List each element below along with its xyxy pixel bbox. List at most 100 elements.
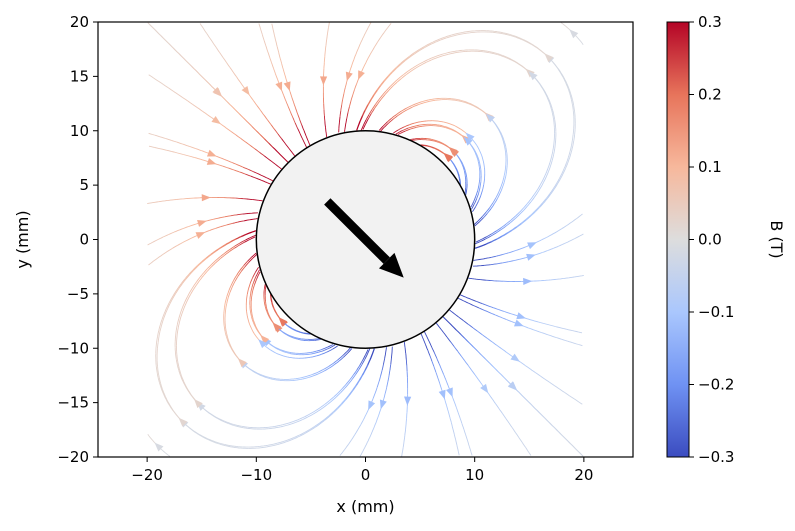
streamline-segment	[439, 36, 446, 40]
streamline-segment	[467, 323, 474, 329]
streamline-segment	[220, 252, 226, 257]
streamline-segment	[502, 140, 506, 147]
streamline-segment	[400, 60, 406, 65]
streamline-segment	[253, 445, 260, 448]
streamline-segment	[494, 53, 501, 57]
streamline-segment	[254, 278, 258, 285]
streamline-segment	[460, 160, 465, 167]
colorbar-scale	[666, 21, 690, 458]
streamline-segment	[465, 188, 468, 195]
streamline-segment	[313, 372, 320, 377]
streamline-segment	[226, 297, 229, 304]
x-tick-label: −20	[131, 466, 163, 484]
streamline-segment	[387, 71, 393, 77]
streamline-segment	[206, 254, 212, 259]
streamline-segment	[157, 366, 159, 373]
streamline-segment	[409, 53, 415, 58]
streamline-segment	[250, 175, 257, 179]
streamline-segment	[540, 237, 547, 241]
streamline-segment	[476, 156, 479, 162]
streamline-segment	[229, 286, 233, 293]
streamline-segment	[271, 425, 277, 428]
streamline-segment	[251, 328, 255, 334]
streamline-segment	[288, 438, 295, 442]
streamline-segment	[435, 322, 441, 329]
streamline-segment	[297, 127, 301, 134]
streamline-segment	[165, 302, 170, 309]
streamline-segment	[563, 240, 570, 245]
streamline-segment	[259, 152, 265, 157]
streamline-segment	[178, 312, 181, 319]
streamline-segment	[482, 161, 485, 168]
streamline-segment	[560, 22, 563, 25]
streamline-segment	[461, 164, 465, 171]
streamline-segment	[501, 182, 505, 189]
streamline-segment	[268, 159, 274, 164]
streamline-segment	[421, 125, 428, 127]
streamline-segment	[227, 423, 234, 426]
streamline-segment	[229, 245, 236, 250]
streamline-segment	[220, 244, 227, 249]
streamline-segment	[350, 95, 354, 102]
streamline-segment	[265, 45, 269, 52]
streamline-arrow	[206, 157, 217, 165]
streamline-segment	[187, 145, 194, 149]
streamline-segment	[175, 288, 180, 294]
streamline-segment	[509, 312, 516, 316]
streamline-segment	[234, 242, 241, 247]
streamline-segment	[176, 51, 182, 57]
streamline-segment	[528, 451, 532, 456]
streamline-segment	[207, 438, 214, 442]
streamline-segment	[293, 418, 300, 422]
streamline-segment	[248, 212, 255, 214]
streamline-segment	[492, 30, 498, 33]
streamline-segment	[443, 332, 448, 338]
streamline-segment	[540, 178, 544, 185]
x-tick-label: 0	[361, 466, 371, 484]
streamline-segment	[290, 379, 297, 382]
streamline-segment	[522, 206, 528, 212]
streamline-segment	[262, 375, 268, 379]
streamline-segment	[348, 100, 352, 107]
streamline-segment	[505, 351, 512, 356]
streamline-segment	[393, 78, 399, 83]
streamline-segment	[506, 318, 512, 323]
streamline-segment	[526, 400, 532, 405]
streamline-segment	[277, 441, 284, 444]
streamline-segment	[163, 84, 169, 89]
streamline-segment	[253, 100, 258, 106]
streamline-segment	[433, 125, 440, 127]
streamline-arrow	[345, 71, 353, 82]
streamline-segment	[549, 102, 553, 109]
streamline-segment	[179, 227, 186, 231]
streamline-segment	[380, 370, 383, 377]
streamline-segment	[272, 443, 279, 447]
streamline-segment	[304, 430, 311, 434]
streamline-arrow	[569, 29, 579, 39]
magnet	[255, 130, 476, 349]
streamline-segment	[504, 164, 507, 171]
streamline-segment	[281, 354, 288, 358]
streamline-segment	[248, 282, 251, 289]
streamline-segment	[422, 339, 427, 345]
streamline-segment	[248, 168, 254, 173]
streamline-segment	[469, 142, 474, 149]
streamline-segment	[222, 57, 227, 63]
streamline-segment	[266, 311, 270, 317]
streamline-segment	[301, 375, 308, 379]
streamline-segment	[159, 382, 162, 389]
streamline-arrow	[379, 399, 387, 410]
streamline-segment	[444, 51, 451, 54]
streamline-segment	[500, 135, 504, 142]
streamline-segment	[271, 301, 274, 308]
streamline-segment	[280, 155, 286, 161]
streamline-segment	[273, 378, 280, 381]
streamline-segment	[235, 424, 242, 427]
streamline-segment	[551, 154, 555, 161]
streamline-segment	[293, 434, 300, 438]
streamline-segment	[502, 261, 509, 264]
streamline-segment	[156, 371, 159, 378]
streamline-segment	[299, 433, 306, 437]
streamline-segment	[453, 346, 459, 352]
streamline-arrow	[526, 253, 536, 261]
